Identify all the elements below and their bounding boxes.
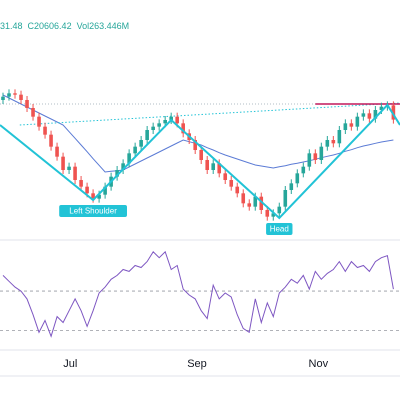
candle-body xyxy=(373,110,378,119)
info-line: 31.48 C20606.42 Vol263.446M xyxy=(0,21,129,31)
candle-body xyxy=(61,156,65,170)
candle-body xyxy=(79,180,83,187)
candle-body xyxy=(133,146,137,154)
pattern-line xyxy=(0,103,400,220)
candle-body xyxy=(67,166,71,170)
candle-body xyxy=(121,163,125,170)
candle-body xyxy=(355,116,360,127)
info-item: C20606.42 xyxy=(28,21,72,31)
candle-body xyxy=(49,134,53,147)
candle-body xyxy=(205,160,210,170)
candle-body xyxy=(379,106,384,110)
candle-body xyxy=(259,196,264,210)
candle-body xyxy=(175,116,179,124)
candle-body xyxy=(151,126,155,130)
candle-body xyxy=(295,173,300,184)
candle-body xyxy=(145,130,149,140)
candle-body xyxy=(307,153,312,167)
candle-body xyxy=(193,140,197,150)
candle-body xyxy=(361,113,366,117)
candle-body xyxy=(253,196,258,207)
x-tick-label: Jul xyxy=(63,358,77,370)
candle-body xyxy=(115,170,119,177)
candle-body xyxy=(247,203,252,207)
candle-body xyxy=(343,123,348,130)
candle-body xyxy=(169,116,173,120)
candle-body xyxy=(367,113,372,119)
candle-body xyxy=(325,140,330,147)
candle-body xyxy=(223,173,228,180)
candle-body xyxy=(211,163,216,170)
candle-body xyxy=(127,153,131,164)
candle-body xyxy=(91,193,95,199)
neckline xyxy=(19,102,400,126)
candle-body xyxy=(97,194,101,199)
candle-body xyxy=(271,213,276,217)
candle-body xyxy=(73,166,77,180)
candle-body xyxy=(265,210,270,217)
candle-body xyxy=(319,146,324,160)
candle-body xyxy=(289,183,294,190)
info-item: 31.48 xyxy=(0,21,23,31)
annotation-box xyxy=(59,205,127,217)
candle-body xyxy=(391,105,396,120)
candle-body xyxy=(103,186,107,195)
candle-body xyxy=(301,166,306,174)
candle-body xyxy=(241,193,246,204)
candle-body xyxy=(19,94,23,100)
candle-body xyxy=(139,140,143,147)
candle-body xyxy=(1,96,5,100)
candle-body xyxy=(235,186,240,194)
candle-body xyxy=(13,93,17,95)
candle-body xyxy=(43,126,47,135)
candle-body xyxy=(181,123,185,134)
x-tick-label: Nov xyxy=(309,358,329,370)
candle-body xyxy=(55,146,59,157)
candle-body xyxy=(199,150,204,160)
x-tick-label: Sep xyxy=(187,358,207,370)
candle-body xyxy=(31,108,35,117)
candle-body xyxy=(85,186,89,194)
candle-body xyxy=(331,140,336,144)
candle-body xyxy=(283,190,288,207)
candle-body xyxy=(7,93,11,97)
annotation-box xyxy=(266,223,293,235)
candle-body xyxy=(277,206,282,214)
candle-body xyxy=(25,100,29,108)
annotation-label: Left Shoulder xyxy=(69,207,117,216)
candle-body xyxy=(229,180,234,187)
candle-body xyxy=(313,153,318,160)
info-item: Vol263.446M xyxy=(77,21,130,31)
candle-body xyxy=(163,120,167,124)
candle-body xyxy=(337,130,342,144)
annotation-label: Head xyxy=(270,225,289,234)
candle-body xyxy=(157,123,161,127)
candle-body xyxy=(349,123,354,127)
candle-body xyxy=(217,163,222,174)
rsi-line xyxy=(2,250,394,338)
candle-body xyxy=(37,116,41,127)
